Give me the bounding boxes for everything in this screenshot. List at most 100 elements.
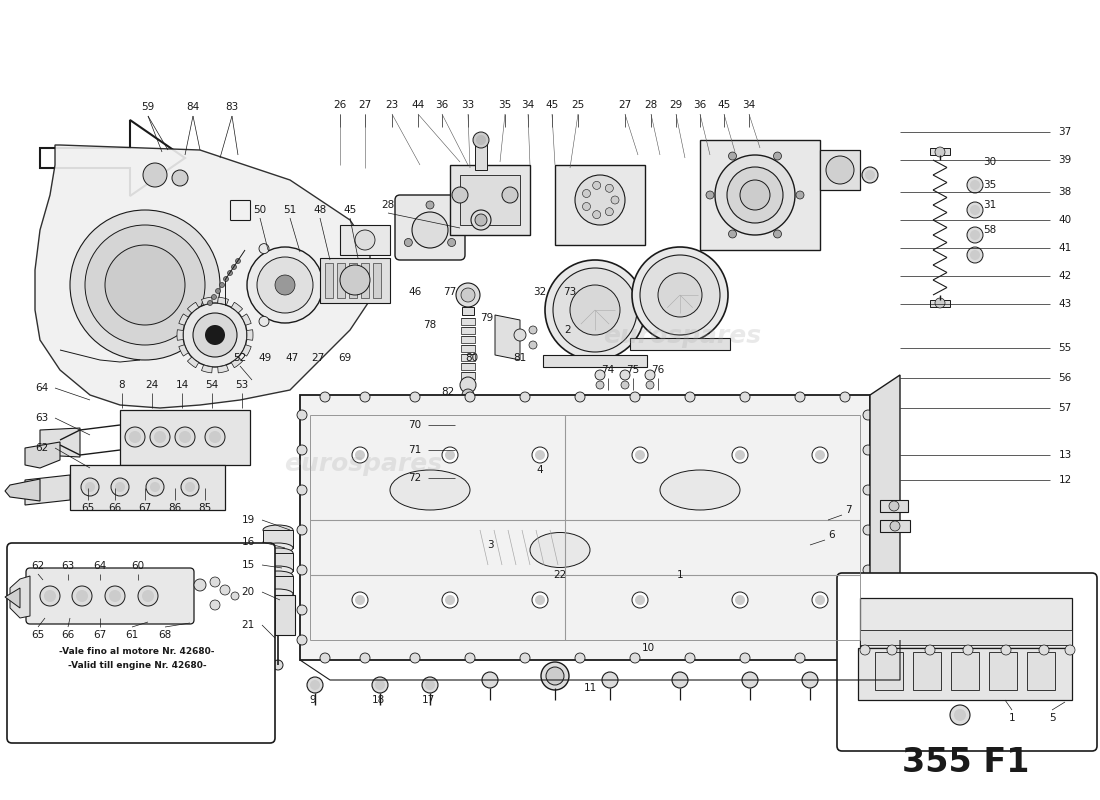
- Text: 13: 13: [1058, 450, 1071, 460]
- Circle shape: [967, 202, 983, 218]
- Circle shape: [595, 370, 605, 380]
- Circle shape: [146, 478, 164, 496]
- Circle shape: [732, 447, 748, 463]
- Polygon shape: [860, 630, 1072, 645]
- Ellipse shape: [263, 566, 293, 576]
- Circle shape: [220, 282, 224, 287]
- Circle shape: [320, 653, 330, 663]
- Circle shape: [502, 187, 518, 203]
- Circle shape: [635, 450, 645, 460]
- Text: 32: 32: [534, 287, 547, 297]
- Circle shape: [1001, 645, 1011, 655]
- Circle shape: [1065, 645, 1075, 655]
- Wedge shape: [246, 330, 253, 340]
- Bar: [930, 300, 950, 307]
- Polygon shape: [6, 588, 20, 608]
- Circle shape: [735, 595, 745, 605]
- Circle shape: [596, 381, 604, 389]
- Bar: [70, 465, 226, 510]
- Polygon shape: [10, 576, 30, 618]
- Circle shape: [802, 672, 818, 688]
- Text: 70: 70: [408, 420, 421, 430]
- Circle shape: [412, 212, 448, 248]
- Text: 37: 37: [1058, 127, 1071, 137]
- Text: 46: 46: [408, 287, 421, 297]
- Circle shape: [925, 645, 935, 655]
- Circle shape: [446, 450, 455, 460]
- Circle shape: [795, 392, 805, 402]
- Circle shape: [732, 592, 748, 608]
- Circle shape: [410, 392, 420, 402]
- Circle shape: [740, 392, 750, 402]
- Text: 40: 40: [1058, 215, 1071, 225]
- Wedge shape: [177, 330, 184, 340]
- Circle shape: [471, 210, 491, 230]
- Circle shape: [360, 653, 370, 663]
- Circle shape: [143, 163, 167, 187]
- Circle shape: [812, 447, 828, 463]
- Text: 74: 74: [602, 365, 615, 375]
- Text: 65: 65: [81, 503, 95, 513]
- Circle shape: [258, 244, 270, 254]
- Circle shape: [970, 180, 980, 190]
- Circle shape: [462, 389, 474, 401]
- Circle shape: [621, 381, 629, 389]
- Bar: [913, 652, 940, 690]
- Bar: [461, 345, 475, 352]
- Circle shape: [520, 653, 530, 663]
- FancyBboxPatch shape: [837, 573, 1097, 751]
- Circle shape: [85, 482, 95, 492]
- Text: 80: 80: [465, 353, 478, 363]
- Polygon shape: [858, 648, 1072, 700]
- Bar: [461, 318, 475, 325]
- Text: 26: 26: [333, 100, 346, 110]
- Circle shape: [812, 592, 828, 608]
- Text: 16: 16: [241, 537, 254, 547]
- Text: 23: 23: [385, 100, 398, 110]
- Circle shape: [464, 411, 472, 419]
- Circle shape: [864, 485, 873, 495]
- Ellipse shape: [660, 470, 740, 510]
- Circle shape: [815, 450, 825, 460]
- Circle shape: [210, 600, 220, 610]
- Text: 21: 21: [241, 620, 254, 630]
- Bar: [461, 327, 475, 334]
- Bar: [461, 336, 475, 343]
- Text: 27: 27: [311, 353, 324, 363]
- Bar: [337, 263, 345, 298]
- Text: 63: 63: [35, 413, 48, 423]
- Circle shape: [150, 427, 170, 447]
- Circle shape: [125, 427, 145, 447]
- Circle shape: [179, 431, 191, 443]
- Circle shape: [935, 298, 945, 308]
- Circle shape: [116, 482, 125, 492]
- Circle shape: [322, 280, 332, 290]
- Text: 53: 53: [235, 380, 249, 390]
- Circle shape: [840, 392, 850, 402]
- Circle shape: [935, 147, 945, 157]
- Circle shape: [231, 592, 239, 600]
- Text: 66: 66: [109, 503, 122, 513]
- Circle shape: [740, 653, 750, 663]
- Circle shape: [410, 653, 420, 663]
- Circle shape: [967, 227, 983, 243]
- Circle shape: [570, 285, 620, 335]
- Circle shape: [889, 501, 899, 511]
- Bar: [120, 410, 250, 465]
- Circle shape: [529, 326, 537, 334]
- Text: 12: 12: [1058, 475, 1071, 485]
- Circle shape: [231, 265, 236, 270]
- Circle shape: [465, 653, 475, 663]
- Circle shape: [248, 247, 323, 323]
- Circle shape: [138, 586, 158, 606]
- Circle shape: [605, 184, 614, 192]
- Polygon shape: [25, 475, 70, 505]
- Text: 64: 64: [94, 561, 107, 571]
- Text: 59: 59: [142, 102, 155, 112]
- Ellipse shape: [390, 470, 470, 510]
- Text: 11: 11: [583, 683, 596, 693]
- Circle shape: [442, 447, 458, 463]
- Circle shape: [76, 590, 88, 602]
- Bar: [952, 652, 979, 690]
- Circle shape: [355, 450, 365, 460]
